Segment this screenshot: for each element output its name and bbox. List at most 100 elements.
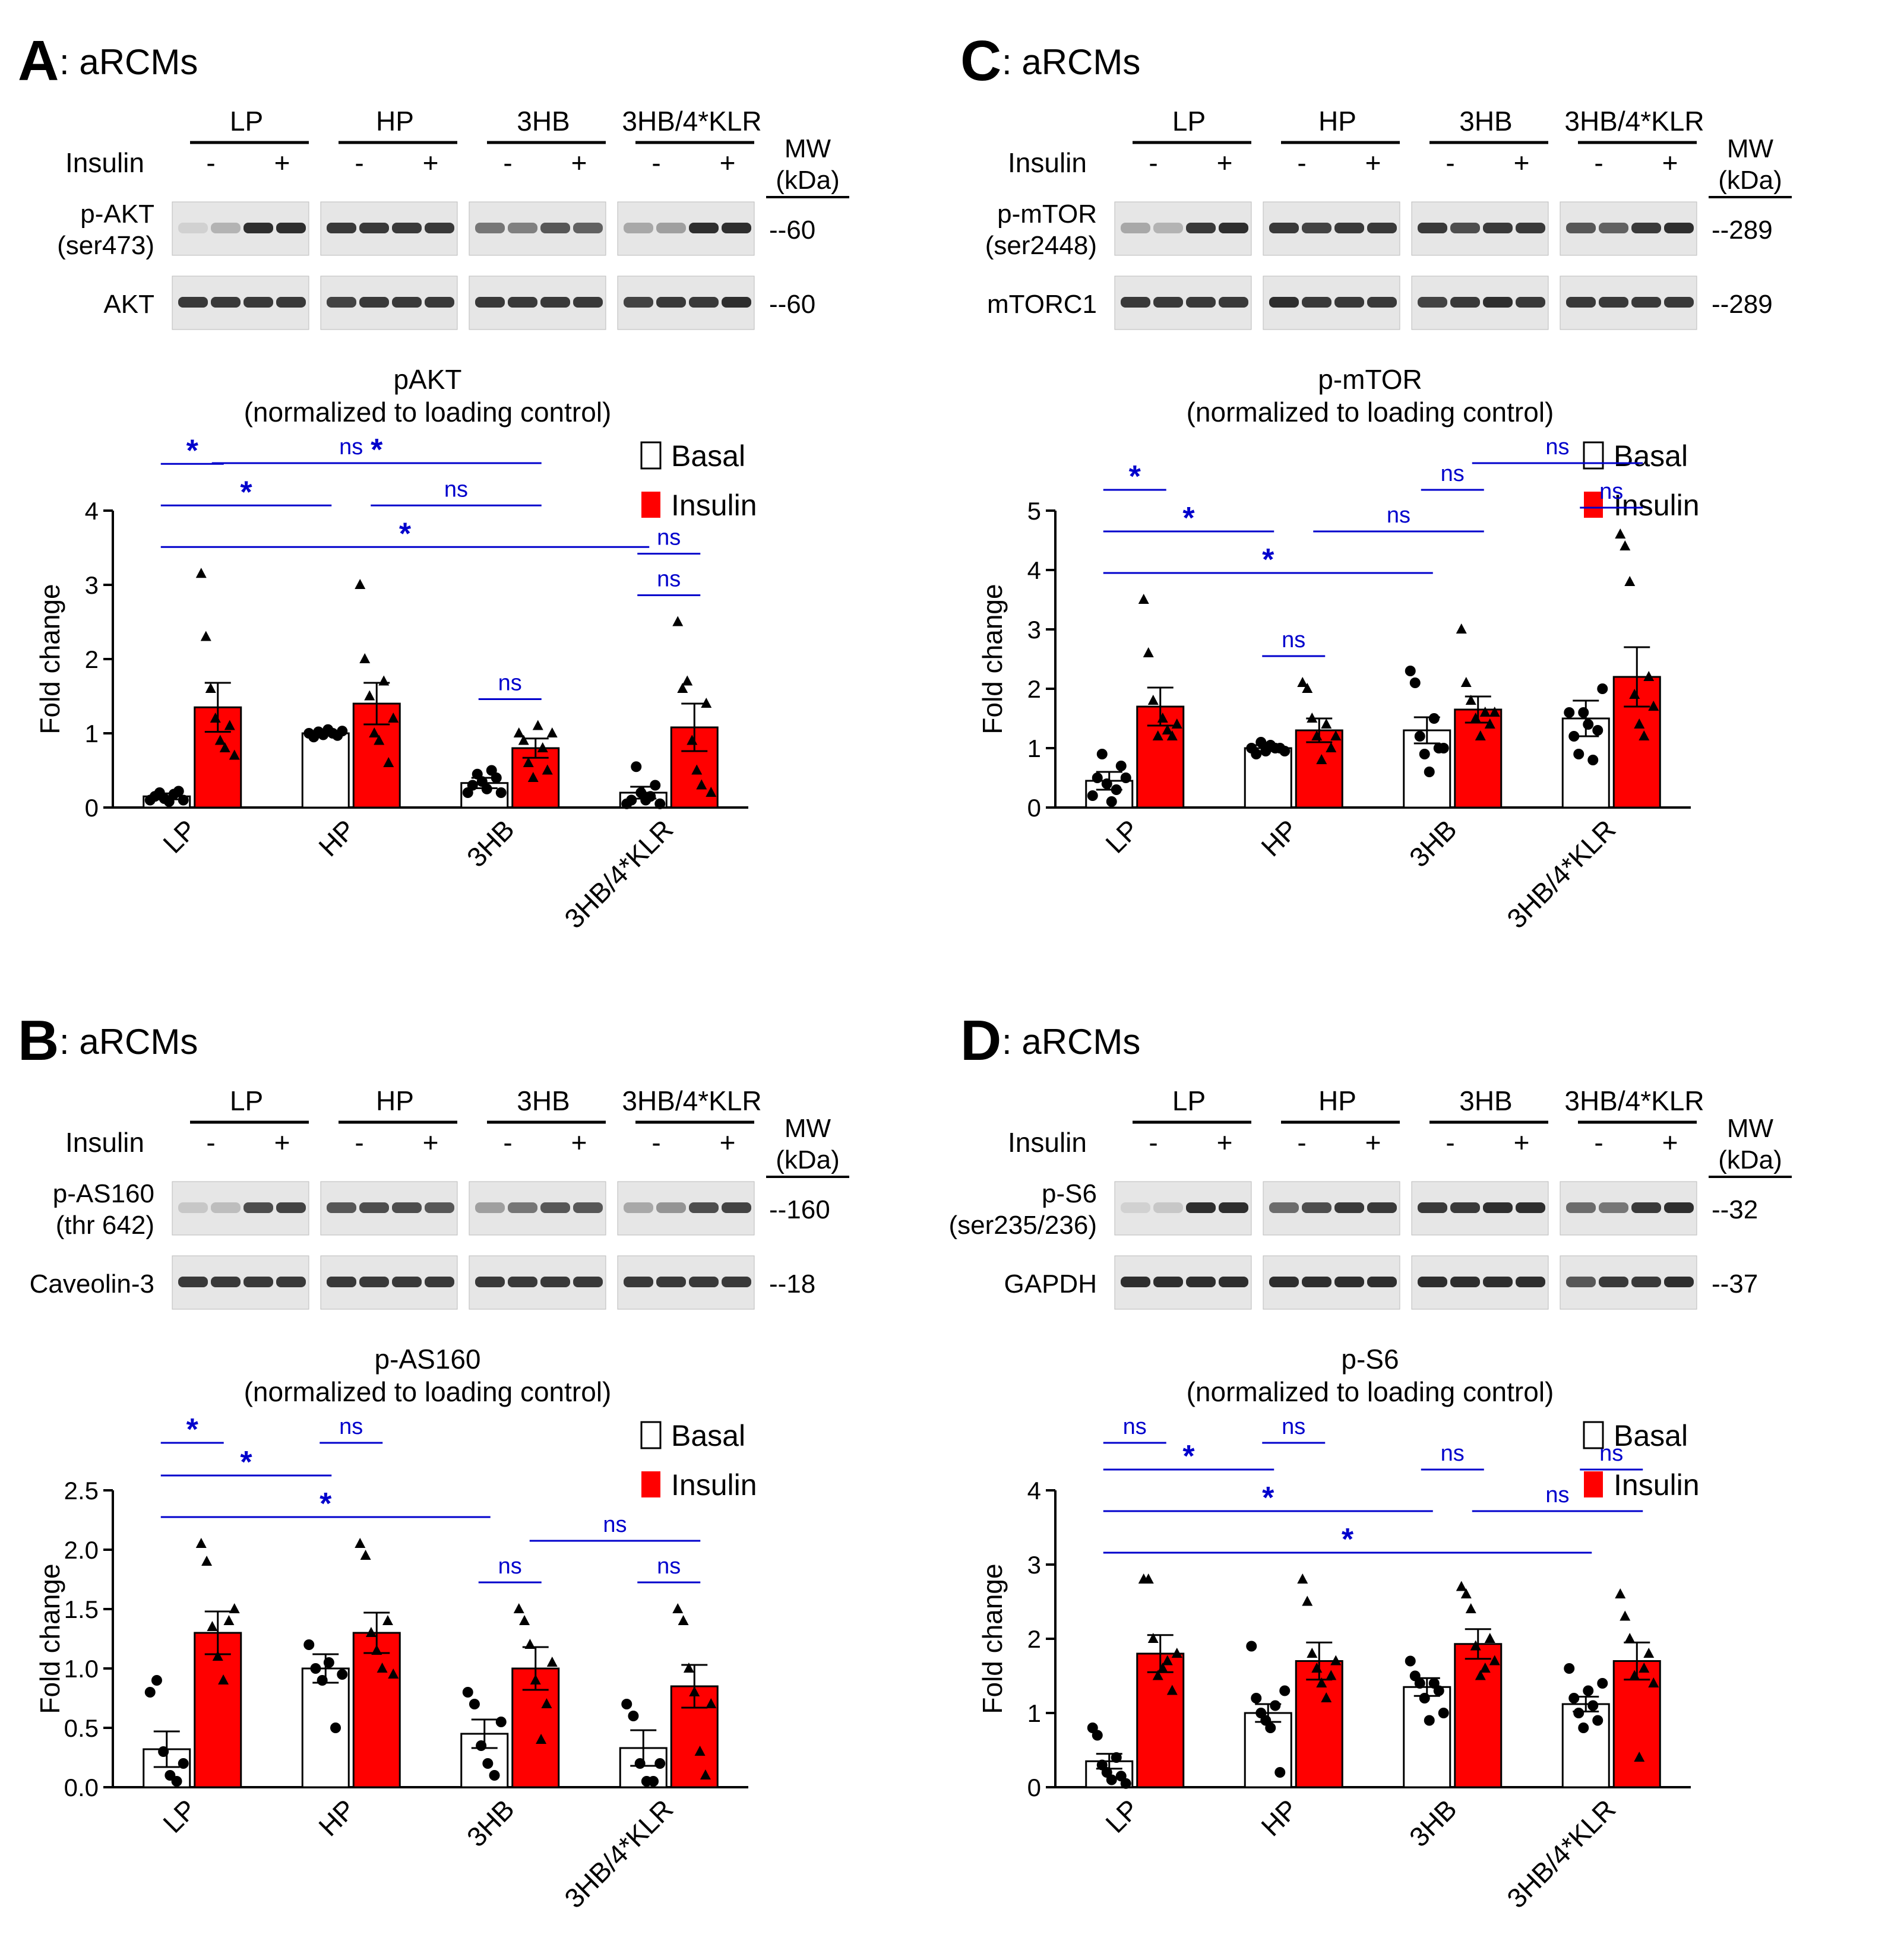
data-point-insulin bbox=[365, 1627, 377, 1637]
data-point-basal bbox=[1409, 677, 1421, 688]
y-tick-label: 2 bbox=[1027, 1625, 1041, 1653]
blot-band bbox=[1599, 223, 1628, 233]
y-tick-label: 1.5 bbox=[64, 1595, 99, 1623]
significance-ns: ns bbox=[603, 1512, 627, 1537]
data-point-insulin bbox=[1166, 730, 1178, 740]
blot-band bbox=[392, 1202, 422, 1213]
blot-band bbox=[722, 1277, 751, 1287]
data-point-insulin bbox=[1162, 724, 1173, 734]
data-point-insulin bbox=[537, 742, 548, 752]
blot-band bbox=[243, 297, 273, 308]
data-point-insulin bbox=[687, 734, 698, 745]
x-tick-label: 3HB bbox=[1403, 813, 1463, 873]
y-tick-label: 2 bbox=[85, 645, 99, 673]
blot-band bbox=[624, 1277, 653, 1287]
data-point-insulin bbox=[1639, 1663, 1650, 1673]
significance-ns: ns bbox=[444, 477, 468, 502]
data-point-basal bbox=[1092, 772, 1103, 783]
blot-band bbox=[1450, 297, 1480, 308]
significance-ns: ns bbox=[339, 1414, 363, 1439]
insulin-sign: + bbox=[1365, 147, 1381, 178]
data-point-insulin bbox=[1648, 1677, 1659, 1687]
data-point-insulin bbox=[377, 1663, 388, 1673]
data-point-insulin bbox=[224, 720, 235, 730]
panel-cell-type: : aRCMs bbox=[59, 1022, 198, 1062]
data-point-insulin bbox=[1484, 718, 1495, 729]
data-point-basal bbox=[1568, 1693, 1580, 1703]
blot-band bbox=[327, 297, 356, 308]
data-point-insulin bbox=[201, 1556, 213, 1566]
data-point-basal bbox=[634, 1758, 646, 1769]
blot-band bbox=[1121, 1277, 1150, 1287]
blot-band bbox=[1483, 223, 1513, 233]
data-point-insulin bbox=[218, 1674, 229, 1684]
blot-band bbox=[1664, 1202, 1694, 1213]
insulin-sign: - bbox=[1149, 1127, 1157, 1158]
blot-label: GAPDH bbox=[1004, 1269, 1097, 1299]
y-tick-label: 1 bbox=[85, 720, 99, 748]
data-point-basal bbox=[1433, 1685, 1444, 1696]
data-point-insulin bbox=[200, 631, 211, 641]
blot-band bbox=[1631, 1202, 1661, 1213]
blot-group-label: 3HB bbox=[1459, 106, 1512, 137]
x-tick-label: 3HB/4*KLR bbox=[1501, 813, 1621, 934]
data-point-insulin bbox=[672, 616, 684, 626]
legend-basal-label: Basal bbox=[671, 1419, 745, 1452]
blot-band bbox=[1219, 1277, 1248, 1287]
data-point-basal bbox=[467, 780, 478, 791]
data-point-basal bbox=[1564, 707, 1575, 718]
blot-band bbox=[1367, 297, 1397, 308]
blot-band bbox=[359, 1202, 389, 1213]
insulin-sign: + bbox=[720, 147, 736, 178]
blot-band bbox=[1153, 223, 1183, 233]
insulin-sign: + bbox=[423, 1127, 439, 1158]
data-point-insulin bbox=[678, 1615, 689, 1625]
significance-star: * bbox=[399, 517, 412, 551]
x-tick-label: 3HB bbox=[461, 813, 520, 873]
y-tick-label: 0 bbox=[85, 794, 99, 822]
data-point-basal bbox=[626, 794, 637, 806]
blot-band bbox=[573, 1277, 603, 1287]
data-point-insulin bbox=[1629, 689, 1640, 699]
blot-band bbox=[1269, 1277, 1299, 1287]
blot-band bbox=[1418, 223, 1447, 233]
data-point-insulin bbox=[383, 757, 394, 767]
data-point-basal bbox=[1092, 1730, 1103, 1741]
blot-band bbox=[1302, 223, 1331, 233]
legend-insulin-swatch bbox=[1584, 492, 1603, 518]
bar-insulin bbox=[1454, 708, 1503, 809]
data-point-insulin bbox=[1321, 1692, 1332, 1702]
blot-band bbox=[656, 223, 686, 233]
blot-band bbox=[656, 1277, 686, 1287]
data-point-basal bbox=[1111, 1752, 1122, 1763]
y-axis-label: Fold change bbox=[34, 1563, 65, 1714]
data-point-insulin bbox=[1152, 1670, 1163, 1680]
insulin-sign: + bbox=[1365, 1127, 1381, 1158]
blot-band bbox=[1153, 1202, 1183, 1213]
data-point-basal bbox=[1592, 1715, 1603, 1726]
data-point-insulin bbox=[696, 779, 707, 790]
data-point-insulin bbox=[1326, 742, 1337, 752]
blot-band bbox=[722, 297, 751, 308]
blot-mw: --18 bbox=[769, 1269, 815, 1299]
data-point-insulin bbox=[371, 1645, 382, 1655]
mw-label: MW bbox=[785, 1114, 831, 1143]
blot-label-sub: (ser2448) bbox=[985, 231, 1097, 260]
data-point-insulin bbox=[1171, 718, 1182, 729]
data-point-insulin bbox=[355, 579, 366, 589]
insulin-row-label: Insulin bbox=[1008, 147, 1087, 178]
data-point-insulin bbox=[229, 1603, 240, 1613]
blot-band bbox=[475, 1277, 505, 1287]
data-point-insulin bbox=[683, 1663, 694, 1673]
significance-ns: ns bbox=[657, 525, 681, 550]
legend-insulin-label: Insulin bbox=[671, 489, 757, 522]
blot-band bbox=[1153, 297, 1183, 308]
data-point-insulin bbox=[1316, 1677, 1327, 1687]
insulin-sign: + bbox=[571, 147, 587, 178]
data-point-insulin bbox=[1634, 1752, 1645, 1762]
significance-star: * bbox=[186, 1413, 199, 1447]
data-point-insulin bbox=[229, 749, 240, 760]
y-tick-label: 3 bbox=[1027, 616, 1041, 644]
significance-star: * bbox=[1342, 1522, 1354, 1557]
